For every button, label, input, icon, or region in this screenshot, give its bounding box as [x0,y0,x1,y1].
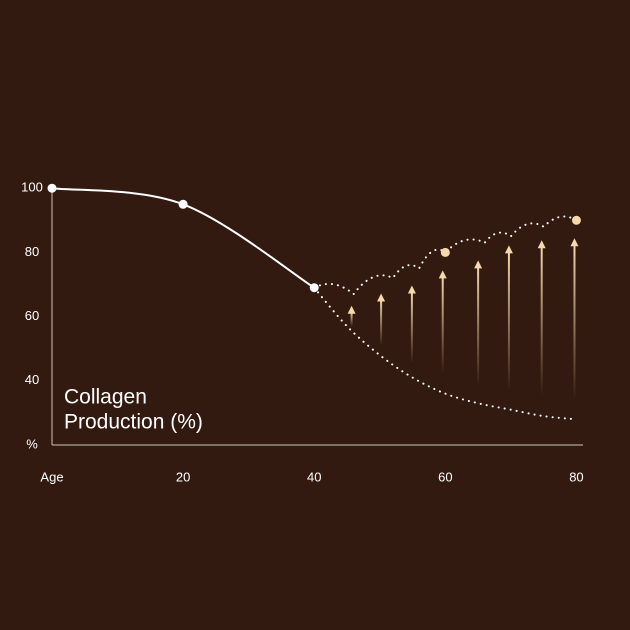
y-tick-label: 100 [21,180,43,195]
arrow-head [407,285,416,294]
point [571,215,581,225]
arrow-head [504,245,513,254]
point [47,183,57,193]
y-tick-label: % [26,436,38,451]
x-tick-label: 40 [307,469,321,484]
arrow-shaft [441,276,444,373]
point [440,247,450,257]
arrow-shaft [380,299,383,346]
arrow-head [438,270,447,279]
chart-title: Production (%) [64,411,203,434]
point [178,199,188,209]
line [313,286,578,421]
x-tick-label: Age [40,469,63,484]
arrow-head [347,305,356,314]
y-tick-label: 40 [25,372,39,387]
arrow-shaft [573,244,576,401]
arrow-head [474,260,483,269]
arrow-head [537,240,546,249]
x-tick-label: 80 [569,469,583,484]
arrow-shaft [507,251,510,391]
arrow-head [377,293,386,302]
arrow-shaft [350,311,353,327]
arrow-head [570,238,579,247]
y-tick-label: 80 [25,244,39,259]
arrow-shaft [477,266,480,386]
arrow-shaft [540,246,543,396]
chart-title: Collagen [64,386,147,409]
y-tick-label: 60 [25,308,39,323]
x-tick-label: 20 [176,469,190,484]
x-tick-label: 60 [438,469,452,484]
arrow-shaft [410,291,413,363]
